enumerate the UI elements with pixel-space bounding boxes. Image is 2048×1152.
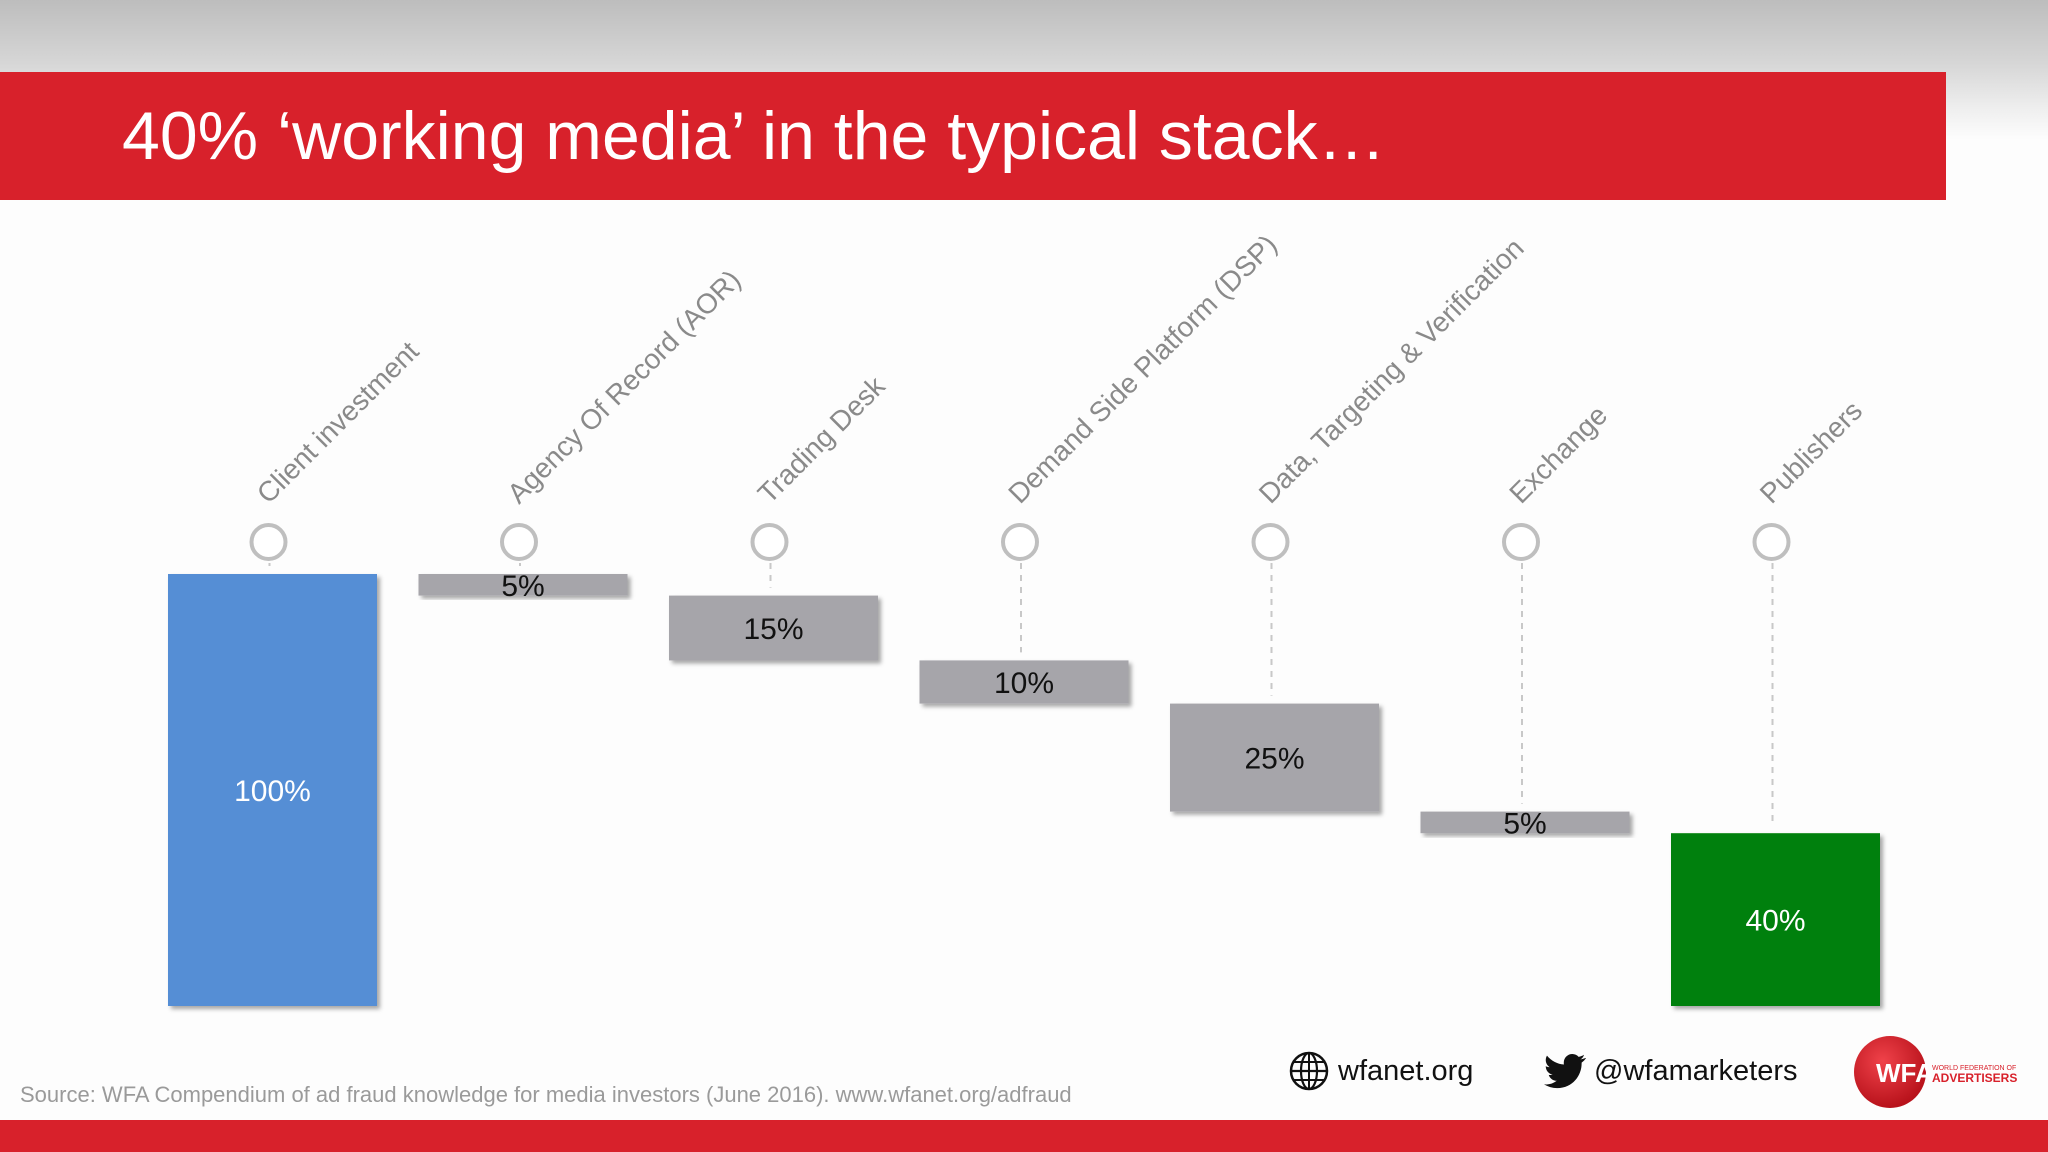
bar-3 [919,660,1129,704]
bar-2 [669,595,878,661]
bottom-band [0,1120,2048,1152]
bar-5 [1420,811,1630,834]
twitter-handle: @wfamarketers [1594,1054,1798,1087]
waterfall-chart: Client investment Agency Of Record (AOR) T… [168,229,1880,1006]
logo-tagline-1: WORLD FEDERATION OF [1932,1065,2016,1072]
category-marker [1251,523,1290,561]
source-note: Source: WFA Compendium of ad fraud knowl… [20,1082,1072,1107]
category-labels: Client investment Agency Of Record (AOR) T… [251,229,1868,510]
category-label-6: Publishers [1754,395,1868,509]
category-marker [1001,523,1039,561]
category-marker [1502,523,1540,561]
category-marker [500,523,538,561]
website-text: wfanet.org [1338,1054,1474,1087]
category-label-4: Data, Targeting & Verification [1253,232,1530,509]
value-label-5: 5% [1503,807,1546,840]
value-label-2: 15% [743,613,803,646]
logo-text: WFA [1876,1058,1934,1088]
category-label-1: Agency Of Record (AOR) [501,264,746,509]
website-link[interactable]: wfanet.org [1288,1050,1473,1092]
category-label-0: Client investment [251,335,425,509]
connector-lines [268,563,1774,826]
bar-6 [1671,833,1880,1006]
category-marker [750,523,789,561]
wfa-logo: WFA WORLD FEDERATION OF ADVERTISERS [1854,1036,2017,1108]
bar-4 [1170,703,1379,812]
category-marker [249,523,288,561]
category-marker [1752,523,1791,561]
slide-title: 40% ‘working media’ in the typical stack… [122,98,1386,174]
bar-1 [418,574,628,596]
bar-0 [168,574,377,1006]
twitter-bird-icon [1544,1054,1586,1089]
value-label-6: 40% [1745,905,1805,938]
category-label-3: Demand Side Platform (DSP) [1002,229,1283,510]
value-label-3: 10% [994,667,1054,700]
value-labels: 100% 5% 15% 10% 25% 5% 40% [234,570,1805,938]
globe-icon [1289,1051,1329,1091]
value-label-4: 25% [1244,743,1304,776]
category-label-2: Trading Desk [752,370,892,510]
logo-tagline-2: ADVERTISERS [1932,1071,2017,1085]
category-label-5: Exchange [1503,399,1613,509]
category-markers [249,523,1791,561]
value-label-1: 5% [501,570,544,603]
value-label-0: 100% [234,775,311,808]
twitter-link[interactable]: @wfamarketers [1544,1050,1797,1092]
bars [168,574,1880,1006]
title-band: 40% ‘working media’ in the typical stack… [0,72,1946,200]
